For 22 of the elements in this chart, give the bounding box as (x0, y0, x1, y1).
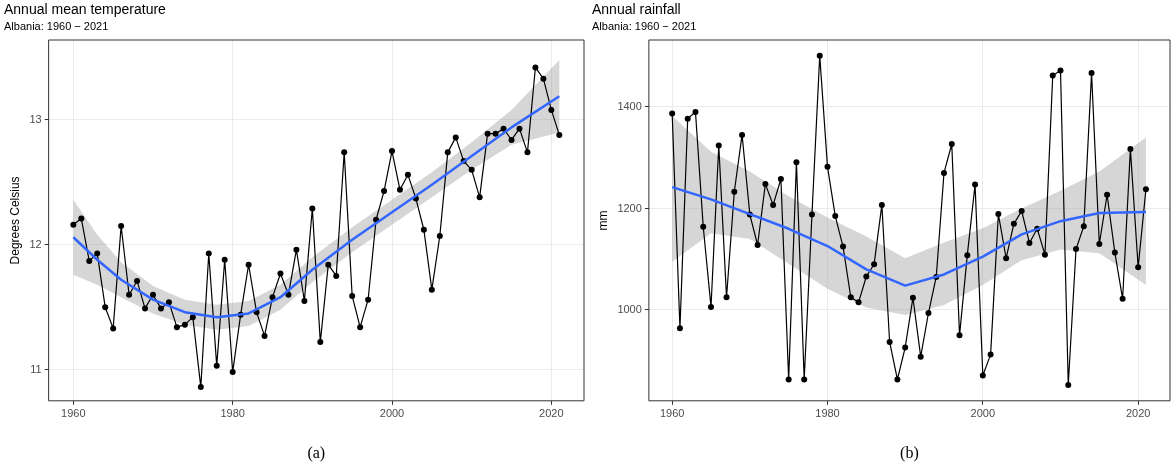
x-tick-label: 1980 (815, 407, 840, 420)
y-tick-label: 12 (29, 237, 42, 250)
x-tick-label: 2000 (970, 407, 996, 420)
chart-subtitle: Albania: 1960 − 2021 (4, 20, 109, 33)
y-tick-label: 1400 (617, 100, 642, 113)
x-tick-label: 1960 (61, 407, 86, 420)
chart-subtitle: Albania: 1960 − 2021 (592, 20, 697, 33)
y-tick-label: 1000 (617, 303, 642, 315)
y-axis-title: mm (595, 210, 610, 231)
y-axis-title: Degrees Celsius (7, 176, 22, 265)
x-tick-label: 2020 (539, 407, 564, 420)
y-tick-label: 11 (30, 362, 42, 375)
x-tick-label: 2020 (1125, 407, 1151, 420)
x-tick-label: 1960 (659, 407, 685, 420)
chart-title: Annual rainfall (592, 1, 681, 18)
text: (b) (900, 444, 919, 463)
chart-title: Annual mean temperature (4, 1, 167, 18)
text: (a) (307, 444, 326, 463)
x-tick-label: 2000 (379, 407, 405, 420)
y-tick-label: 13 (29, 112, 42, 125)
y-tick-label: 1200 (617, 201, 642, 214)
x-tick-label: 1980 (220, 407, 245, 420)
